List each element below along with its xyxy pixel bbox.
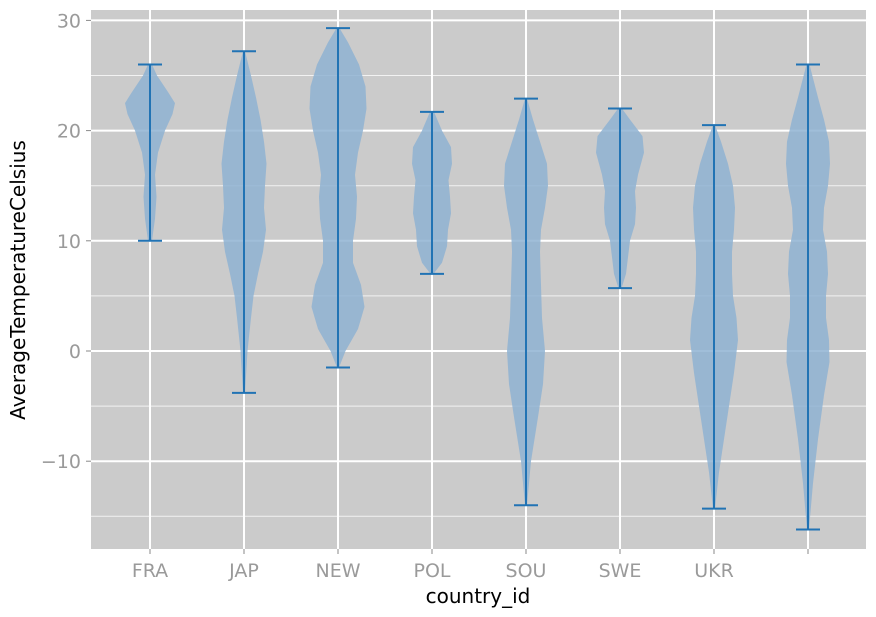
x-tick-label: SOU [506,560,547,582]
x-tick-label: JAP [228,560,259,582]
x-tick-label: SWE [599,560,642,582]
x-axis-title: country_id [426,584,531,608]
y-tick-label: 30 [57,10,81,32]
plot-background [91,10,866,549]
y-axis-ticks: −10 0 10 20 30 [41,10,91,473]
x-axis-ticks: FRA JAP NEW POL SOU SWE UKR [132,549,809,582]
x-tick-label: NEW [315,560,360,582]
y-axis-title: AverageTemperatureCelsius [6,140,30,420]
x-tick-label: UKR [694,560,734,582]
y-tick-label: 20 [57,121,81,143]
y-tick-label: 10 [57,231,81,253]
violins [125,27,830,531]
x-tick-label: POL [414,560,451,582]
y-tick-label: −10 [41,451,81,473]
y-tick-label: 0 [69,341,81,363]
x-tick-label: FRA [132,560,168,582]
